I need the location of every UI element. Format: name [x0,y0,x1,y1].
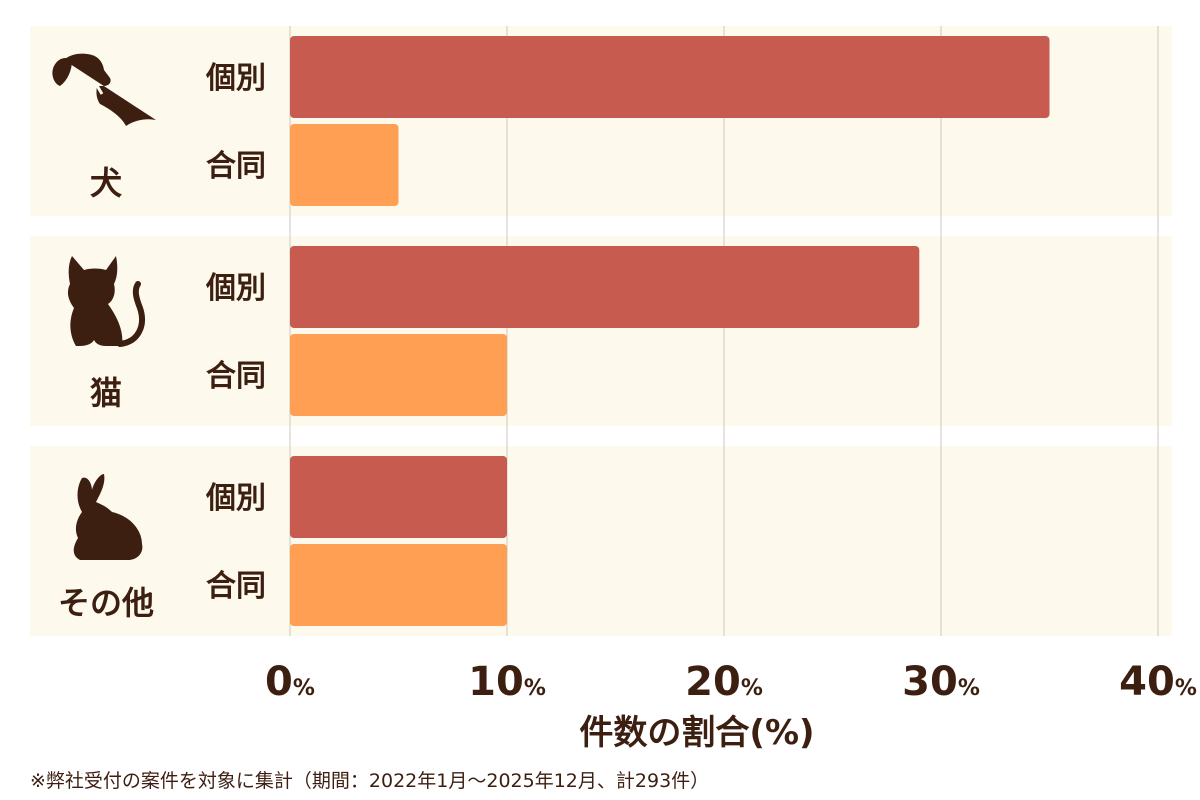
x-tick-label: 40% [1119,659,1197,705]
x-tick-label: 0% [265,659,315,705]
series-label: 合同 [206,359,266,394]
bar [290,246,920,328]
category-label: 犬 [90,164,122,202]
bar [290,124,399,206]
cat-icon [67,256,145,347]
series-label: 個別 [205,481,266,516]
category-label: 猫 [90,374,122,412]
bar [290,334,507,416]
footnote: ※弊社受付の案件を対象に集計（期間：2022年1月〜2025年12月、計293件… [30,770,710,792]
rabbit-icon [73,474,143,560]
x-tick-label: 10% [468,659,546,705]
dog-icon [52,53,156,127]
x-tick-label: 30% [902,659,980,705]
bar [290,456,507,538]
bar [290,544,507,626]
category-panel [30,446,1172,636]
series-label: 個別 [205,61,266,96]
bar [290,36,1050,118]
x-tick-label: 20% [685,659,763,705]
series-label: 合同 [206,569,266,604]
series-label: 個別 [205,271,266,306]
series-label: 合同 [206,149,266,184]
category-label: その他 [58,584,154,622]
x-axis-label: 件数の割合(%) [579,713,814,753]
